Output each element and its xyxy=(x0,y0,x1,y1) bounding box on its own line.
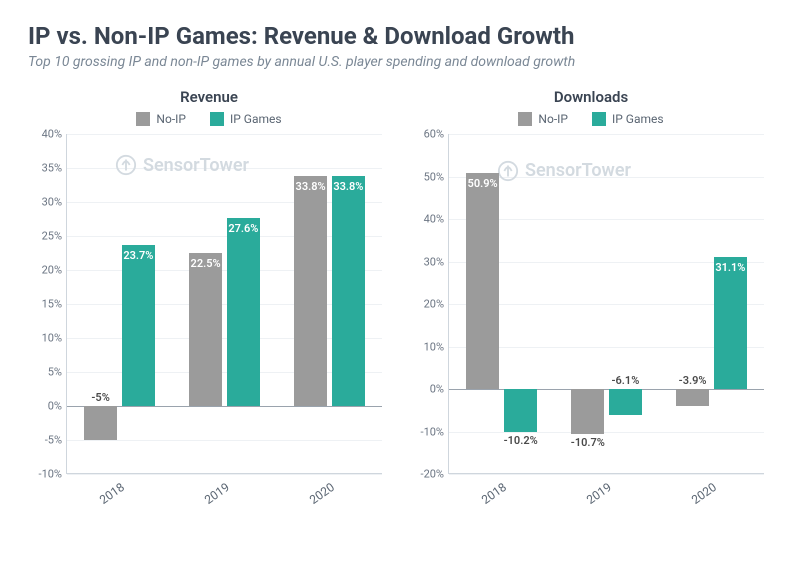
plot-wrap: -20%-10%0%10%20%30%40%50%60%SensorTower5… xyxy=(410,134,772,514)
sensortower-icon xyxy=(497,160,519,182)
ytick-label: 35% xyxy=(28,162,62,175)
ytick-label: 30% xyxy=(28,196,62,209)
legend-item-no_ip: No-IP xyxy=(136,112,186,126)
bar-label: 31.1% xyxy=(714,261,748,274)
bar-no_ip xyxy=(84,406,118,440)
chart-title: Revenue xyxy=(28,88,390,106)
xtick-label: 2019 xyxy=(584,480,614,507)
ytick-label: 15% xyxy=(28,298,62,311)
legend-swatch xyxy=(136,112,150,126)
plot-area: SensorTower 50.9% -10.2% -10.7% -6.1% -3.9% 31… xyxy=(448,134,764,474)
ytick-label: -20% xyxy=(410,468,444,481)
legend-label: No-IP xyxy=(538,112,568,126)
bar-label: -10.7% xyxy=(571,436,605,449)
legend-swatch xyxy=(518,112,532,126)
legend: No-IP IP Games xyxy=(410,112,772,126)
legend-item-no_ip: No-IP xyxy=(518,112,568,126)
bar-ip xyxy=(714,257,748,389)
chart-title: Downloads xyxy=(410,88,772,106)
ytick-label: 5% xyxy=(28,366,62,379)
ytick-label: 10% xyxy=(28,332,62,345)
xtick-label: 2019 xyxy=(202,480,232,507)
ytick-label: 10% xyxy=(410,340,444,353)
ytick-label: 40% xyxy=(28,128,62,141)
legend-item-ip: IP Games xyxy=(210,112,282,126)
chart-panel-downloads: Downloads No-IP IP Games -20% -10% 0% 10% 20% 30… xyxy=(410,88,772,514)
gridline xyxy=(449,432,764,433)
legend-label: IP Games xyxy=(230,112,282,126)
xtick-label: 2018 xyxy=(479,480,509,507)
bar-label: 23.7% xyxy=(122,249,156,262)
bar-ip xyxy=(122,245,156,406)
bar-label: -5% xyxy=(84,391,118,404)
xaxis: 2018 2019 2020 xyxy=(66,474,382,514)
gridline xyxy=(67,440,382,441)
bar-ip xyxy=(609,389,643,415)
legend-label: No-IP xyxy=(156,112,186,126)
bar-ip xyxy=(504,389,538,432)
watermark-text: SensorTower xyxy=(525,160,631,181)
gridline xyxy=(449,134,764,135)
bar-label: 33.8% xyxy=(332,180,366,193)
gridline xyxy=(449,389,764,390)
bar-label: 33.8% xyxy=(294,180,328,193)
ytick-label: 60% xyxy=(410,128,444,141)
legend-item-ip: IP Games xyxy=(592,112,664,126)
ytick-label: 0% xyxy=(410,383,444,396)
watermark-text: SensorTower xyxy=(143,155,249,176)
bar-no_ip xyxy=(294,176,328,406)
xaxis: 2018 2019 2020 xyxy=(448,474,764,514)
xtick-label: 2020 xyxy=(689,480,719,507)
ytick-label: 0% xyxy=(28,400,62,413)
bar-label: -10.2% xyxy=(504,434,538,447)
legend-swatch xyxy=(592,112,606,126)
ytick-label: 25% xyxy=(28,230,62,243)
chart-panel-revenue: Revenue No-IP IP Games -10% -5% 0% 5% 10% 15% 20%… xyxy=(28,88,390,514)
page-subtitle: Top 10 grossing IP and non-IP games by a… xyxy=(28,54,772,70)
ytick-label: 20% xyxy=(410,298,444,311)
bar-label: 27.6% xyxy=(227,222,261,235)
xtick-label: 2020 xyxy=(307,480,337,507)
bar-no_ip xyxy=(571,389,605,434)
watermark: SensorTower xyxy=(497,160,631,182)
plot-wrap: -10%-5%0%5%10%15%20%25%30%35%40%SensorTo… xyxy=(28,134,390,514)
bar-label: -6.1% xyxy=(609,374,643,387)
ytick-label: 40% xyxy=(410,213,444,226)
legend-swatch xyxy=(210,112,224,126)
xtick-label: 2018 xyxy=(97,480,127,507)
bar-no_ip xyxy=(676,389,710,406)
bar-ip xyxy=(227,218,261,406)
bar-label: -3.9% xyxy=(676,374,710,387)
sensortower-icon xyxy=(115,154,137,176)
page-title: IP vs. Non-IP Games: Revenue & Download … xyxy=(28,22,772,50)
ytick-label: -5% xyxy=(28,434,62,447)
bar-ip xyxy=(332,176,366,406)
watermark: SensorTower xyxy=(115,154,249,176)
charts-container: Revenue No-IP IP Games -10% -5% 0% 5% 10% 15% 20%… xyxy=(28,88,772,514)
gridline xyxy=(67,168,382,169)
bar-label: 22.5% xyxy=(189,257,223,270)
ytick-label: -10% xyxy=(410,425,444,438)
ytick-label: 50% xyxy=(410,170,444,183)
bar-label: 50.9% xyxy=(466,177,500,190)
legend: No-IP IP Games xyxy=(28,112,390,126)
bar-no_ip xyxy=(466,173,500,389)
ytick-label: 30% xyxy=(410,255,444,268)
legend-label: IP Games xyxy=(612,112,664,126)
gridline xyxy=(67,134,382,135)
plot-area: SensorTower -5% 23.7% 22.5% 27.6% 33.8% 33.8% xyxy=(66,134,382,474)
ytick-label: -10% xyxy=(28,468,62,481)
bar-no_ip xyxy=(189,253,223,406)
ytick-label: 20% xyxy=(28,264,62,277)
